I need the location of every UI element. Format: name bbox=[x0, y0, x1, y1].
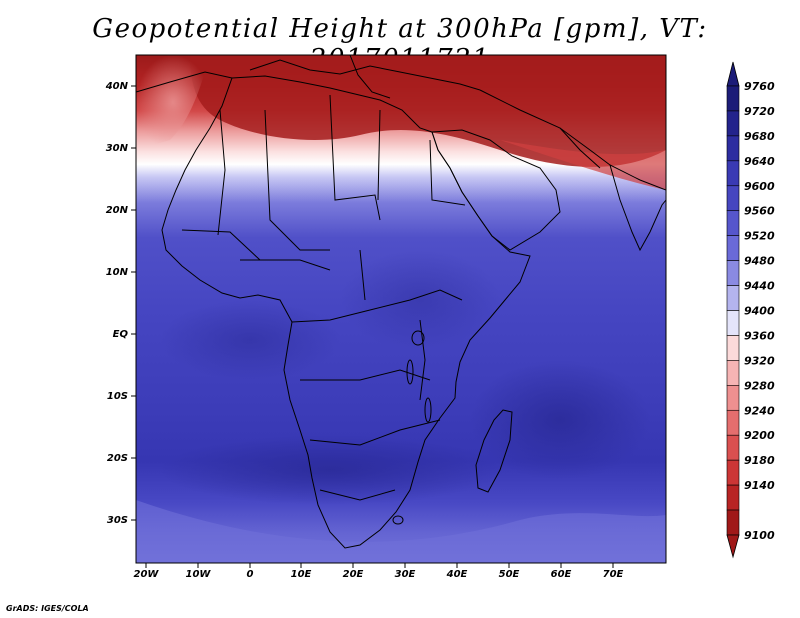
colorbar: 9760 9720 9680 9640 9600 9560 9520 9480 9440 9400… bbox=[726, 61, 775, 559]
colorbar-label: 9760 bbox=[744, 80, 775, 93]
lon-label: 0 bbox=[247, 569, 254, 580]
lat-label: 20N bbox=[106, 205, 129, 216]
colorbar-swatch bbox=[726, 335, 740, 361]
lat-label: 10S bbox=[107, 391, 128, 402]
lat-label: EQ bbox=[113, 329, 129, 340]
lat-label: 10N bbox=[106, 267, 129, 278]
lon-label: 60E bbox=[551, 569, 572, 580]
colorbar-label: 9240 bbox=[744, 404, 775, 417]
colorbar-swatch bbox=[726, 509, 740, 536]
colorbar-label: 9640 bbox=[744, 155, 775, 168]
lon-label: 40E bbox=[446, 569, 468, 580]
colorbar-label: 9360 bbox=[744, 329, 775, 342]
colorbar-label: 9140 bbox=[744, 479, 775, 492]
lat-label: 40N bbox=[105, 81, 129, 92]
lon-axis: 20W 10W 0 10E 20E 30E 40E 50E 60E 70E bbox=[134, 563, 624, 580]
lat-axis: 40N 30N 20N 10N EQ 10S 20S 30S bbox=[105, 81, 136, 526]
colorbar-label: 9400 bbox=[744, 305, 775, 318]
coastlines bbox=[136, 55, 666, 549]
lat-label: 30N bbox=[106, 143, 129, 154]
colorbar-label: 9600 bbox=[744, 180, 775, 193]
colorbar-label: 9480 bbox=[744, 255, 775, 268]
geopotential-field bbox=[136, 55, 666, 563]
lat-label: 30S bbox=[107, 515, 128, 526]
colorbar-swatch bbox=[726, 110, 740, 137]
colorbar-swatch bbox=[726, 285, 740, 311]
lon-label: 20W bbox=[134, 569, 160, 580]
lon-label: 30E bbox=[395, 569, 416, 580]
colorbar-swatch bbox=[726, 409, 740, 436]
lon-label: 70E bbox=[603, 569, 624, 580]
colorbar-label: 9200 bbox=[744, 429, 775, 442]
colorbar-label: 9180 bbox=[744, 454, 775, 467]
colorbar-label: 9520 bbox=[744, 230, 775, 243]
colorbar-swatch bbox=[726, 434, 740, 461]
colorbar-label: 9100 bbox=[744, 529, 775, 542]
colorbar-swatch bbox=[726, 260, 740, 286]
colorbar-min-arrow bbox=[726, 534, 740, 559]
colorbar-swatch bbox=[726, 210, 740, 236]
lon-label: 10W bbox=[186, 569, 212, 580]
colorbar-swatch bbox=[726, 310, 740, 336]
colorbar-label: 9280 bbox=[744, 379, 775, 392]
colorbar-swatch bbox=[726, 185, 740, 212]
colorbar-swatch bbox=[726, 459, 740, 486]
colorbar-swatch bbox=[726, 484, 740, 511]
colorbar-label: 9440 bbox=[744, 280, 775, 293]
grads-credit: GrADS: IGES/COLA bbox=[6, 604, 89, 613]
colorbar-swatch bbox=[726, 385, 740, 411]
lon-label: 10E bbox=[291, 569, 312, 580]
colorbar-label: 9320 bbox=[744, 354, 775, 367]
colorbar-label: 9680 bbox=[744, 130, 775, 143]
plot-frame bbox=[135, 54, 667, 564]
colorbar-label: 9560 bbox=[744, 205, 775, 218]
lon-label: 20E bbox=[343, 569, 364, 580]
colorbar-swatch bbox=[726, 85, 740, 112]
colorbar-swatch bbox=[726, 235, 740, 261]
lon-label: 50E bbox=[499, 569, 520, 580]
lat-label: 20S bbox=[107, 453, 128, 464]
colorbar-max-arrow bbox=[726, 61, 740, 87]
colorbar-label: 9720 bbox=[744, 105, 775, 118]
colorbar-swatch bbox=[726, 135, 740, 162]
colorbar-swatch bbox=[726, 160, 740, 187]
colorbar-swatch bbox=[726, 360, 740, 386]
